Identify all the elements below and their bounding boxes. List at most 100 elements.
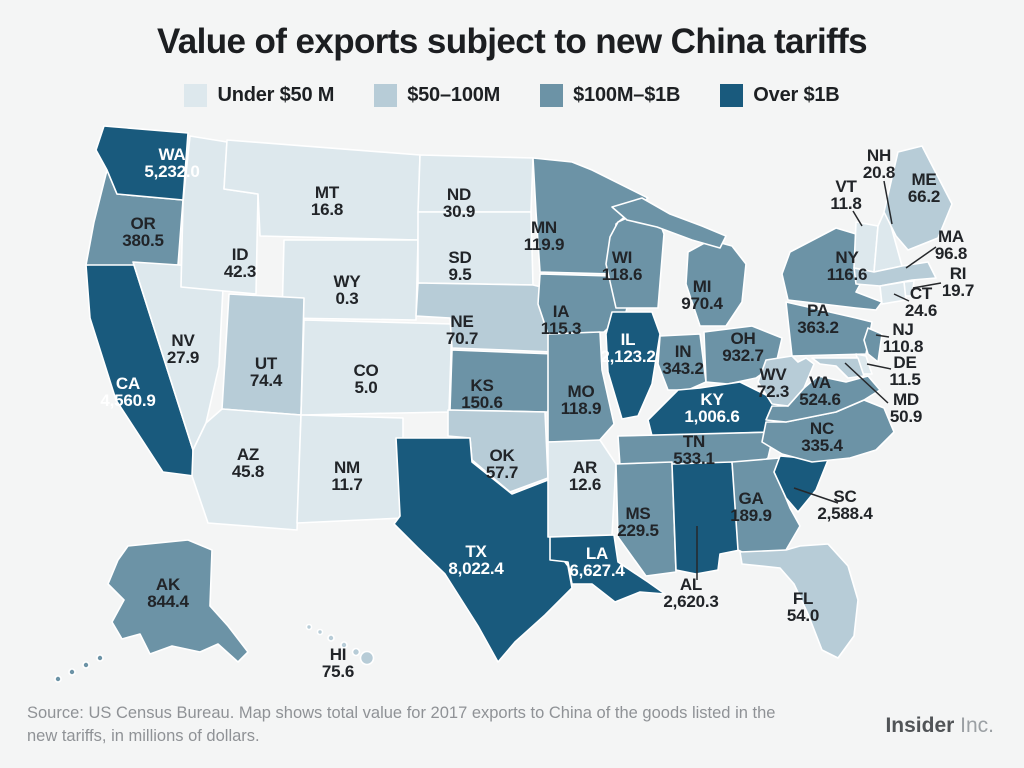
state-abbr: FL	[793, 589, 813, 608]
state-abbr: MN	[531, 218, 557, 237]
state-label-DE: DE 11.5	[889, 353, 920, 389]
state-abbr: ND	[447, 185, 471, 204]
state-label-NY: NY 116.6	[827, 248, 868, 284]
state-abbr: HI	[330, 645, 347, 664]
insider-logo: Insider Inc.	[885, 714, 994, 738]
leader-line-SC	[793, 487, 839, 504]
legend-swatch-over_1b	[720, 84, 744, 107]
state-abbr: NJ	[892, 320, 913, 339]
state-value: 118.9	[561, 399, 602, 418]
state-value: 57.7	[486, 463, 518, 482]
state-label-CO: CO 5.0	[353, 361, 378, 397]
legend-swatch-m50_100m	[374, 84, 398, 107]
state-label-MA: MA 96.8	[935, 227, 967, 263]
legend-label: $50–100M	[407, 84, 501, 106]
state-label-CA: CA 4,560.9	[100, 374, 155, 410]
state-value: 2,620.3	[663, 592, 718, 611]
state-abbr: NE	[450, 312, 473, 331]
state-value: 12.6	[569, 475, 601, 494]
state-abbr: OR	[130, 214, 155, 233]
state-label-WI: WI 118.6	[602, 248, 643, 284]
state-abbr: SD	[448, 248, 471, 267]
state-value: 54.0	[787, 606, 819, 625]
state-value: 11.7	[331, 475, 362, 494]
state-label-WY: WY 0.3	[334, 272, 362, 308]
state-label-AK: AK 844.4	[147, 575, 189, 611]
state-value: 70.7	[446, 329, 478, 348]
state-value: 16.8	[311, 200, 343, 219]
state-value: 30.9	[443, 202, 475, 221]
state-abbr: UT	[255, 354, 278, 373]
state-value: 0.3	[335, 289, 358, 308]
state-label-IL: IL 2,123.2	[600, 330, 655, 366]
leader-line-RI	[912, 282, 942, 289]
legend-label: Under $50 M	[217, 84, 335, 106]
state-label-LA: LA 6,627.4	[569, 544, 625, 580]
state-label-AZ: AZ 45.8	[232, 445, 264, 481]
state-abbr: AK	[156, 575, 181, 594]
state-abbr: OH	[730, 329, 755, 348]
state-abbr: MA	[938, 227, 964, 246]
state-CT	[879, 281, 907, 305]
state-value: 116.6	[827, 265, 868, 284]
state-abbr: NV	[171, 331, 195, 350]
state-label-OK: OK 57.7	[486, 446, 518, 482]
state-abbr: NY	[835, 248, 859, 267]
state-abbr: IL	[621, 330, 636, 349]
state-value: 6,627.4	[569, 561, 625, 580]
state-label-ND: ND 30.9	[443, 185, 475, 221]
legend-item-over_1b: Over $1B	[720, 84, 840, 107]
state-value: 524.6	[799, 390, 841, 409]
state-label-AR: AR 12.6	[569, 458, 601, 494]
state-abbr: WI	[612, 248, 632, 267]
state-abbr: GA	[738, 489, 763, 508]
legend-item-m50_100m: $50–100M	[374, 84, 500, 107]
state-MD	[811, 357, 865, 379]
legend-swatch-m100m_1b	[540, 84, 564, 107]
state-abbr: PA	[807, 301, 829, 320]
brand-name: Insider	[885, 714, 955, 737]
state-value: 118.6	[602, 265, 643, 284]
state-value: 45.8	[232, 462, 264, 481]
state-TX	[393, 437, 573, 663]
leader-line-NJ	[875, 334, 890, 338]
state-label-GA: GA 189.9	[730, 489, 772, 525]
state-value: 150.6	[461, 393, 503, 412]
state-MA	[853, 261, 937, 287]
state-abbr: MI	[693, 277, 711, 296]
state-abbr: MT	[315, 183, 340, 202]
state-WV	[757, 355, 815, 407]
state-label-RI: RI 19.7	[942, 264, 974, 300]
brand-suffix: Inc.	[960, 714, 994, 737]
state-abbr: IA	[553, 302, 570, 321]
leader-line-CT	[893, 293, 910, 302]
state-label-IN: IN 343.2	[662, 342, 704, 378]
state-ME	[883, 145, 953, 251]
state-label-FL: FL 54.0	[787, 589, 819, 625]
state-value: 11.5	[889, 370, 920, 389]
state-abbr: AR	[573, 458, 597, 477]
state-label-NJ: NJ 110.8	[883, 320, 924, 356]
state-MN	[532, 157, 649, 275]
state-label-UT: UT 74.4	[250, 354, 283, 390]
state-value: 335.4	[801, 436, 843, 455]
state-label-TN: TN 533.1	[673, 432, 715, 468]
state-label-HI: HI 75.6	[322, 645, 354, 681]
state-label-MN: MN 119.9	[524, 218, 565, 254]
state-label-WA: WA 5,232.0	[144, 145, 199, 181]
state-label-ID: ID 42.3	[224, 245, 256, 281]
state-value: 20.8	[863, 163, 895, 182]
legend-item-m100m_1b: $100M–$1B	[540, 84, 680, 107]
state-abbr: TN	[683, 432, 705, 451]
state-label-NC: NC 335.4	[801, 419, 843, 455]
state-value: 9.5	[448, 265, 471, 284]
state-label-NE: NE 70.7	[446, 312, 478, 348]
state-value: 229.5	[617, 521, 659, 540]
state-label-SC: SC 2,588.4	[817, 487, 873, 523]
state-label-MO: MO 118.9	[561, 382, 602, 418]
leader-line-MA	[905, 246, 937, 269]
state-value: 1,006.6	[684, 407, 739, 426]
leader-line-NH	[883, 180, 893, 225]
state-label-MT: MT 16.8	[311, 183, 343, 219]
